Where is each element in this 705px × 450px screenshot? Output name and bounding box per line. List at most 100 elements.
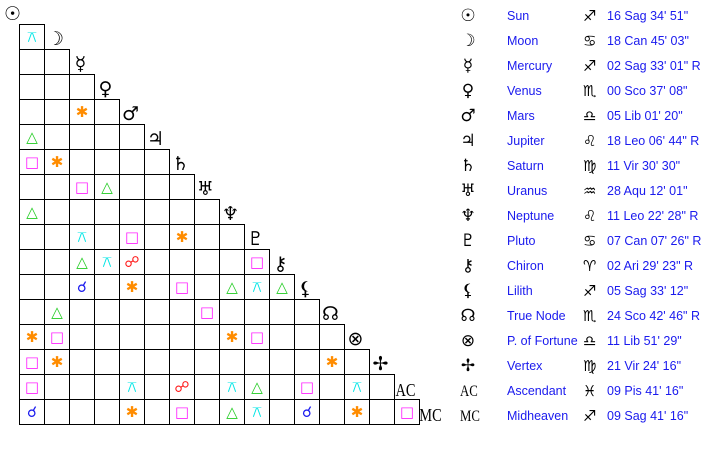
aspect-cell-chiron-sun [19, 249, 45, 275]
zodiac-sign-icon: ♌ [583, 207, 597, 225]
aspect-cell-true-node-moon: △ [44, 299, 70, 325]
quincunx-icon: ⚻ [252, 277, 262, 296]
aspect-cell-midheaven-mercury [69, 399, 95, 425]
aspect-cell-neptune-venus [94, 199, 120, 225]
aspect-cell-pluto-moon [44, 224, 70, 250]
sextile-icon: ✱ [125, 402, 139, 421]
aspect-cell-pluto-sun [19, 224, 45, 250]
aspect-cell-chiron-uranus [194, 249, 220, 275]
opposition-icon: ☍ [124, 252, 140, 271]
body-row-vertex: ✢ Vertex ♍ 21 Vir 24' 16" [450, 355, 705, 380]
grid-glyph-lilith-icon: ⚸ [298, 278, 313, 300]
aspect-cell-lilith-moon [44, 274, 70, 300]
aspect-cell-lilith-pluto: ⚻ [244, 274, 270, 300]
body-name: Mars [507, 109, 535, 123]
aspect-cell-lilith-mercury: ☌ [69, 274, 95, 300]
quincunx-icon: ⚻ [27, 27, 37, 46]
aspect-cell-ascendant-lilith: □ [294, 374, 320, 400]
zodiac-sign-icon: ♋ [583, 232, 597, 250]
body-row-mercury: ☿ Mercury ♐ 02 Sag 33' 01" R [450, 55, 705, 80]
grid-glyph-venus-icon: ♀ [98, 78, 113, 100]
sextile-icon: ✱ [350, 402, 364, 421]
body-row-jupiter: ♃ Jupiter ♌ 18 Leo 06' 44" R [450, 130, 705, 155]
chiron-glyph-icon: ⚷ [461, 256, 475, 276]
aspect-cell-chiron-pluto: □ [244, 249, 270, 275]
zodiac-sign-icon: ♈ [583, 257, 597, 275]
body-name: Vertex [507, 359, 543, 373]
aspect-cell-lilith-jupiter [144, 274, 170, 300]
body-position: 02 Ari 29' 23" R [607, 259, 694, 273]
aspect-cell-true-node-mars [119, 299, 145, 325]
aspect-cell-lilith-saturn: □ [169, 274, 195, 300]
aspect-cell-true-node-lilith [294, 299, 320, 325]
aspect-cell-ascendant-venus [94, 374, 120, 400]
aspect-cell-vertex-mercury [69, 349, 95, 375]
body-position: 05 Sag 33' 12" [607, 284, 689, 298]
aspect-cell-saturn-venus [94, 149, 120, 175]
vertex-glyph-icon: ✢ [460, 356, 476, 376]
aspect-cell-ascendant-pluto: △ [244, 374, 270, 400]
sextile-icon: ✱ [75, 102, 89, 121]
aspect-cell-vertex-lilith [294, 349, 320, 375]
aspect-cell-mars-moon [44, 99, 70, 125]
aspect-cell-ascendant-saturn: ☍ [169, 374, 195, 400]
trine-icon: △ [26, 127, 38, 146]
moon-glyph-icon: ☽ [460, 31, 476, 51]
aspect-cell-pluto-jupiter [144, 224, 170, 250]
zodiac-sign-icon: ♐ [583, 282, 597, 300]
aspect-cell-ascendant-jupiter [144, 374, 170, 400]
conjunction-icon: ☌ [76, 277, 88, 296]
square-icon: □ [24, 152, 40, 171]
aspect-cell-mars-venus [94, 99, 120, 125]
square-icon: □ [49, 327, 65, 346]
aspect-cell-p-of-fortune-jupiter [144, 324, 170, 350]
aspect-cell-true-node-saturn [169, 299, 195, 325]
grid-glyph-moon-icon: ☽ [46, 28, 65, 50]
aspect-cell-jupiter-venus [94, 124, 120, 150]
body-name: Midheaven [507, 409, 569, 423]
body-position: 11 Leo 22' 28" R [607, 209, 699, 223]
sextile-icon: ✱ [50, 352, 64, 371]
sextile-icon: ✱ [25, 327, 39, 346]
grid-glyph-ascendant-icon: AC [395, 380, 416, 400]
trine-icon: △ [76, 252, 88, 271]
body-row-midheaven: MC Midheaven ♐ 09 Sag 41' 16" [450, 405, 705, 430]
body-position: 16 Sag 34' 51" [607, 9, 689, 23]
grid-glyph-mars-icon: ♂ [121, 103, 140, 125]
aspect-cell-chiron-mercury: △ [69, 249, 95, 275]
aspect-cell-uranus-moon [44, 174, 70, 200]
body-name: Venus [507, 84, 542, 98]
aspect-cell-ascendant-mercury [69, 374, 95, 400]
aspect-cell-jupiter-moon [44, 124, 70, 150]
aspect-cell-saturn-moon: ✱ [44, 149, 70, 175]
aspect-cell-ascendant-uranus [194, 374, 220, 400]
grid-glyph-p-of-fortune-icon: ⊗ [347, 328, 364, 350]
aspect-cell-midheaven-pluto: ⚻ [244, 399, 270, 425]
body-name: Chiron [507, 259, 544, 273]
square-icon: □ [74, 177, 90, 196]
body-row-mars: ♂ Mars ♎ 05 Lib 01' 20" [450, 105, 705, 130]
body-name: Neptune [507, 209, 555, 223]
zodiac-sign-icon: ♓ [583, 382, 597, 400]
aspect-cell-ascendant-moon [44, 374, 70, 400]
aspect-cell-jupiter-mars [119, 124, 145, 150]
grid-glyph-vertex-icon: ✢ [372, 353, 389, 375]
aspect-cell-lilith-mars: ✱ [119, 274, 145, 300]
body-position: 21 Vir 24' 16" [607, 359, 682, 373]
aspect-cell-true-node-venus [94, 299, 120, 325]
body-position: 07 Can 07' 26" R [607, 234, 702, 248]
aspect-cell-vertex-moon: ✱ [44, 349, 70, 375]
uranus-glyph-icon: ♅ [460, 181, 476, 201]
aspect-cell-vertex-true-node: ✱ [319, 349, 345, 375]
body-row-lilith: ⚸ Lilith ♐ 05 Sag 33' 12" [450, 280, 705, 305]
aspect-cell-vertex-venus [94, 349, 120, 375]
lilith-glyph-icon: ⚸ [461, 281, 475, 301]
body-position: 28 Aqu 12' 01" [607, 184, 688, 198]
aspect-cell-mars-mercury: ✱ [69, 99, 95, 125]
quincunx-icon: ⚻ [227, 377, 237, 396]
zodiac-sign-icon: ♍ [583, 157, 597, 175]
body-position: 09 Sag 41' 16" [607, 409, 689, 423]
quincunx-icon: ⚻ [352, 377, 362, 396]
trine-icon: △ [226, 277, 238, 296]
square-icon: □ [174, 277, 190, 296]
